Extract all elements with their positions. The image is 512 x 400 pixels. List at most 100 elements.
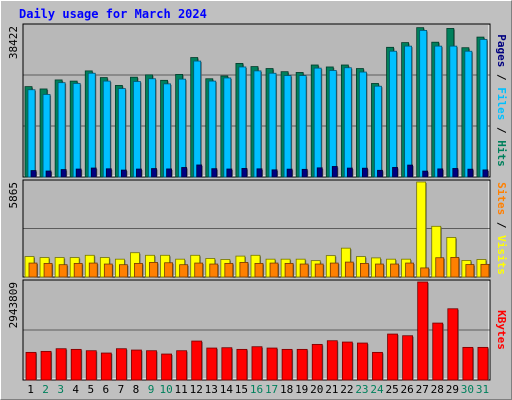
kbytes-bar: [100, 352, 112, 381]
sites-bar: [269, 262, 279, 278]
kbytes-bar: [85, 350, 97, 381]
x-tick-label: 11: [175, 383, 188, 396]
files-bar: [298, 75, 307, 178]
axis-label-part: Sites: [495, 182, 508, 215]
kbytes-bar: [191, 340, 203, 381]
kbytes-bar: [146, 350, 157, 381]
files-bar: [42, 94, 51, 178]
files-bar: [57, 82, 66, 178]
files-bar: [389, 50, 397, 178]
pages-bar: [301, 168, 308, 178]
axis-label-part: Files: [495, 87, 508, 120]
files-bar: [27, 89, 36, 178]
x-tick-label: 7: [118, 383, 125, 396]
y-max-label: 38422: [7, 26, 20, 59]
x-tick-label: 6: [103, 383, 110, 396]
sites-bar: [239, 262, 249, 278]
x-tick-label: 16: [250, 383, 263, 396]
sites-bar: [254, 262, 264, 278]
axis-label-part: Visits: [495, 235, 508, 275]
sites-bar: [314, 263, 324, 278]
sites-bar: [420, 267, 430, 278]
files-bar: [479, 39, 488, 178]
sites-bar: [284, 262, 294, 278]
sites-bar: [405, 262, 415, 278]
pages-bar: [482, 169, 489, 178]
kbytes-bar: [251, 346, 263, 381]
x-tick-label: 30: [461, 383, 474, 396]
visits-bar: [416, 181, 427, 278]
files-bar: [208, 80, 217, 178]
kbytes-bar: [387, 333, 398, 381]
pages-bar: [226, 168, 233, 178]
x-tick-label: 22: [340, 383, 353, 396]
pages-bar: [241, 168, 248, 178]
files-bar: [133, 81, 141, 178]
chart-title: Daily usage for March 2024: [19, 7, 207, 21]
x-tick-label: 25: [385, 383, 398, 396]
x-tick-label: 13: [205, 383, 218, 396]
kbytes-bar: [477, 346, 489, 381]
pages-bar: [181, 167, 188, 178]
x-tick-label: 4: [72, 383, 79, 396]
axis-label-1: Pages / Files / Hits: [495, 34, 508, 167]
pages-bar: [467, 168, 474, 178]
kbytes-bar: [131, 349, 142, 381]
sites-bar: [360, 262, 369, 278]
x-tick-label: 28: [431, 383, 444, 396]
pages-bar: [271, 169, 278, 178]
pages-bar: [60, 169, 67, 178]
pages-bar: [331, 166, 338, 178]
x-tick-label: 17: [265, 383, 278, 396]
x-tick-label: 29: [446, 383, 459, 396]
sites-bar: [179, 264, 189, 278]
x-tick-label: 2: [42, 383, 49, 396]
sites-bar: [88, 262, 98, 278]
x-tick-label: 24: [370, 383, 384, 396]
x-tick-label: 14: [220, 383, 234, 396]
x-tick-label: 27: [416, 383, 429, 396]
x-tick-label: 21: [325, 383, 338, 396]
sites-bar: [28, 262, 38, 278]
kbytes-bar: [206, 347, 218, 381]
files-bar: [193, 60, 202, 178]
kbytes-bar: [25, 351, 37, 381]
pages-bar: [392, 167, 398, 178]
files-bar: [449, 45, 458, 178]
x-tick-label: 9: [148, 383, 155, 396]
kbytes-bar: [357, 342, 368, 381]
sites-bar: [118, 264, 128, 278]
x-tick-label: 1: [27, 383, 34, 396]
pages-bar: [75, 168, 82, 178]
files-bar: [419, 30, 428, 178]
kbytes-bar: [115, 348, 127, 381]
x-tick-label: 5: [87, 383, 94, 396]
sites-bar: [450, 257, 460, 278]
files-bar: [148, 78, 156, 178]
sites-bar: [164, 262, 173, 278]
files-bar: [328, 70, 337, 178]
sites-bar: [224, 262, 234, 278]
pages-bar: [120, 169, 127, 178]
kbytes-bar: [447, 308, 459, 381]
axis-label-3: KBytes: [495, 310, 508, 350]
x-tick-label: 20: [310, 383, 323, 396]
files-bar: [223, 77, 232, 178]
files-bar: [102, 80, 111, 178]
files-bar: [464, 50, 473, 178]
pages-bar: [45, 170, 52, 178]
kbytes-bar: [266, 347, 278, 381]
x-tick-label: 12: [190, 383, 203, 396]
pages-bar: [166, 168, 172, 178]
pages-bar: [407, 164, 414, 178]
files-bar: [374, 85, 382, 178]
sites-bar: [194, 262, 204, 278]
kbytes-bar: [176, 350, 188, 381]
sites-bar: [435, 257, 445, 278]
x-tick-label: 19: [295, 383, 308, 396]
files-bar: [238, 66, 247, 178]
kbytes-bar: [311, 343, 323, 381]
kbytes-bar: [221, 347, 233, 381]
kbytes-bar: [462, 346, 474, 381]
files-bar: [404, 45, 413, 178]
